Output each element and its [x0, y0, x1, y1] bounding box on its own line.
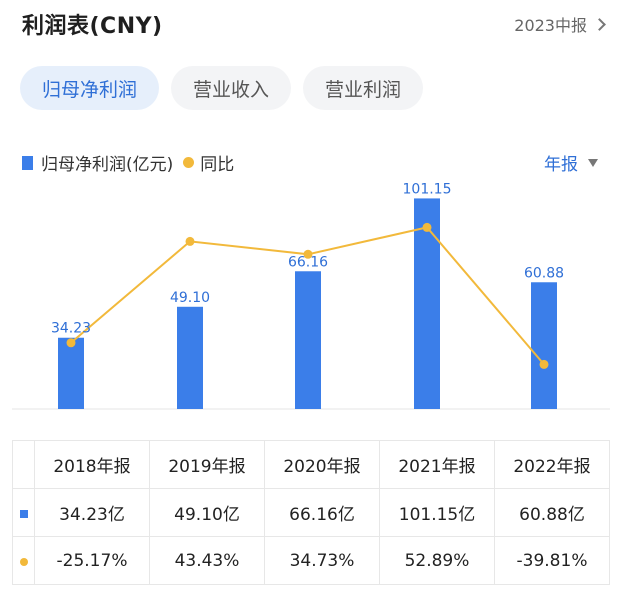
bar-marker-icon: [19, 509, 28, 518]
table-cell: 34.23亿: [34, 488, 150, 537]
period-label: 2023中报: [514, 16, 587, 35]
legend-line-swatch: [183, 157, 195, 168]
bar-value-label: 66.16: [288, 254, 328, 270]
table-header: 2019年报: [149, 440, 265, 489]
period-selector[interactable]: 2023中报: [514, 12, 606, 36]
growth-point: [539, 359, 549, 369]
header: 利润表(CNY) 2023中报: [0, 0, 620, 50]
profit-chart: 34.23 49.10 66.16 101.15 60.88: [12, 181, 610, 410]
data-table: 2018年报 2019年报 2020年报 2021年报 2022年报 34.23…: [12, 440, 610, 585]
bar: [531, 282, 557, 409]
table-header: 2022年报: [494, 440, 610, 489]
page-title: 利润表(CNY): [22, 14, 163, 39]
line-marker-icon: [19, 557, 28, 566]
table-corner: [12, 440, 35, 489]
table-cell: 66.16亿: [264, 488, 380, 537]
bar-value-label: 49.10: [170, 290, 210, 306]
table-header: 2021年报: [379, 440, 495, 489]
bar: [414, 198, 440, 409]
legend-line-label: 同比: [200, 155, 235, 175]
bar: [295, 271, 321, 409]
bar-value-label: 34.23: [51, 321, 91, 337]
growth-point: [185, 236, 195, 246]
tab-revenue[interactable]: 营业收入: [171, 66, 292, 110]
table-cell-growth: 43.43%: [149, 536, 265, 585]
frequency-dropdown[interactable]: 年报: [544, 150, 598, 175]
chart-legend: 归母净利润(亿元) 同比: [22, 150, 234, 175]
bar: [58, 337, 84, 409]
table-cell-growth: 34.73%: [264, 536, 380, 585]
growth-point: [66, 338, 76, 348]
tab-operating-profit[interactable]: 营业利润: [303, 66, 424, 110]
row-bar-marker: [12, 488, 35, 537]
growth-point: [303, 249, 313, 259]
table-header: 2018年报: [34, 440, 150, 489]
table-cell-growth: -39.81%: [494, 536, 610, 585]
bar-value-label: 101.15: [403, 181, 452, 197]
table-cell-growth: 52.89%: [379, 536, 495, 585]
caret-down-icon: [588, 158, 598, 167]
legend-bar-label: 归母净利润(亿元): [41, 155, 174, 175]
table-cell: 60.88亿: [494, 488, 610, 537]
table-cell-growth: -25.17%: [34, 536, 150, 585]
growth-point: [422, 222, 432, 232]
table-cell: 49.10亿: [149, 488, 265, 537]
table-header-row: 2018年报 2019年报 2020年报 2021年报 2022年报: [12, 440, 610, 489]
bar-value-label: 60.88: [524, 265, 564, 281]
bar: [177, 306, 203, 409]
table-row-values: 34.23亿 49.10亿 66.16亿 101.15亿 60.88亿: [12, 488, 610, 537]
table-row-growth: -25.17% 43.43% 34.73% 52.89% -39.81%: [12, 536, 610, 585]
row-line-marker: [12, 536, 35, 585]
metric-tabs: 归母净利润 营业收入 营业利润: [20, 66, 424, 110]
frequency-label: 年报: [544, 155, 578, 175]
table-cell: 101.15亿: [379, 488, 495, 537]
table-header: 2020年报: [264, 440, 380, 489]
legend-bar-swatch: [22, 155, 33, 170]
chevron-right-icon: [593, 17, 606, 31]
tab-net-profit[interactable]: 归母净利润: [20, 66, 160, 110]
